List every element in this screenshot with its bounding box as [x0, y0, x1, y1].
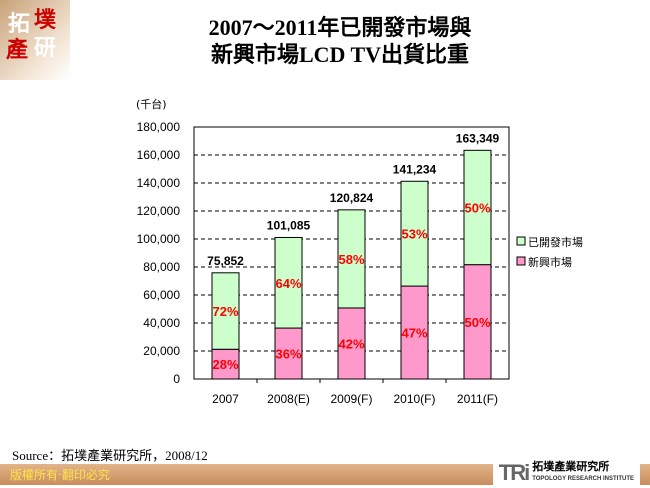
bar-developed: [211, 272, 240, 350]
bar-developed: [400, 180, 429, 287]
copyright-text: 版權所有‧翻印必究: [10, 468, 110, 482]
logo-char: 產: [6, 37, 29, 63]
y-tick-label: 100,000: [137, 232, 181, 246]
share-label-developed: 72%: [212, 304, 238, 319]
tri-brand-logo: TRi 拓墣產業研究所 TOPOLOGY RESEARCH INSTITUTE: [492, 458, 640, 488]
legend-label: 已開發市場: [528, 235, 583, 249]
legend-label: 新興市場: [528, 255, 572, 269]
share-label-emerging: 36%: [275, 347, 301, 362]
bar-developed: [463, 149, 492, 266]
brand-mark: TRi: [498, 460, 530, 485]
source-note: Source：拓墣產業研究所，2008/12: [12, 448, 208, 463]
total-label: 163,349: [456, 131, 500, 145]
share-label-developed: 53%: [401, 227, 427, 242]
share-label-developed: 50%: [464, 200, 490, 215]
logo-char: 墣: [34, 7, 57, 33]
footer-bar: 版權所有‧翻印必究: [0, 464, 650, 485]
unit-label: (千台): [136, 97, 167, 111]
total-label: 141,234: [393, 162, 437, 176]
bar-developed: [274, 236, 303, 329]
y-tick-label: 160,000: [137, 148, 181, 162]
y-tick-label: 120,000: [137, 204, 181, 218]
y-tick-label: 0: [173, 372, 180, 386]
share-label-developed: 58%: [338, 252, 364, 267]
legend-swatch: [516, 236, 526, 246]
title-line-2: 新興市場LCD TV出貨比重: [210, 42, 470, 67]
x-tick-label: 2008(E): [267, 392, 310, 406]
share-label-emerging: 50%: [464, 315, 490, 330]
title-line-1: 2007～2011年已開發市場與: [208, 15, 472, 40]
share-label-emerging: 28%: [212, 357, 238, 372]
share-label-emerging: 42%: [338, 336, 364, 351]
share-label-developed: 64%: [275, 276, 301, 291]
bar-developed: [337, 209, 366, 309]
chart-title: 2007～2011年已開發市場與 新興市場LCD TV出貨比重: [100, 14, 580, 68]
bar-emerging: [463, 264, 492, 380]
y-tick-label: 80,000: [143, 260, 180, 274]
bar-emerging: [337, 307, 366, 380]
y-tick-label: 20,000: [143, 344, 180, 358]
y-tick-label: 140,000: [137, 176, 181, 190]
x-tick-label: 2011(F): [457, 392, 498, 406]
brand-cn: 拓墣產業研究所: [532, 461, 610, 473]
y-tick-label: 40,000: [143, 316, 180, 330]
brand-en: TOPOLOGY RESEARCH INSTITUTE: [532, 476, 634, 482]
legend-swatch: [516, 256, 526, 266]
total-label: 101,085: [267, 218, 311, 232]
bar-emerging: [274, 327, 303, 380]
y-tick-label: 180,000: [137, 120, 181, 134]
bar-emerging: [400, 285, 429, 380]
logo-char: 研: [34, 35, 57, 61]
total-label: 120,824: [330, 191, 374, 205]
x-tick-label: 2009(F): [330, 392, 372, 406]
logo: 拓 墣 產 研: [0, 0, 70, 80]
share-label-emerging: 47%: [401, 326, 427, 341]
logo-char: 拓: [8, 11, 31, 37]
x-tick-label: 2007: [212, 392, 239, 406]
y-tick-label: 60,000: [143, 288, 180, 302]
total-label: 75,852: [207, 254, 244, 268]
x-tick-label: 2010(F): [393, 392, 435, 406]
